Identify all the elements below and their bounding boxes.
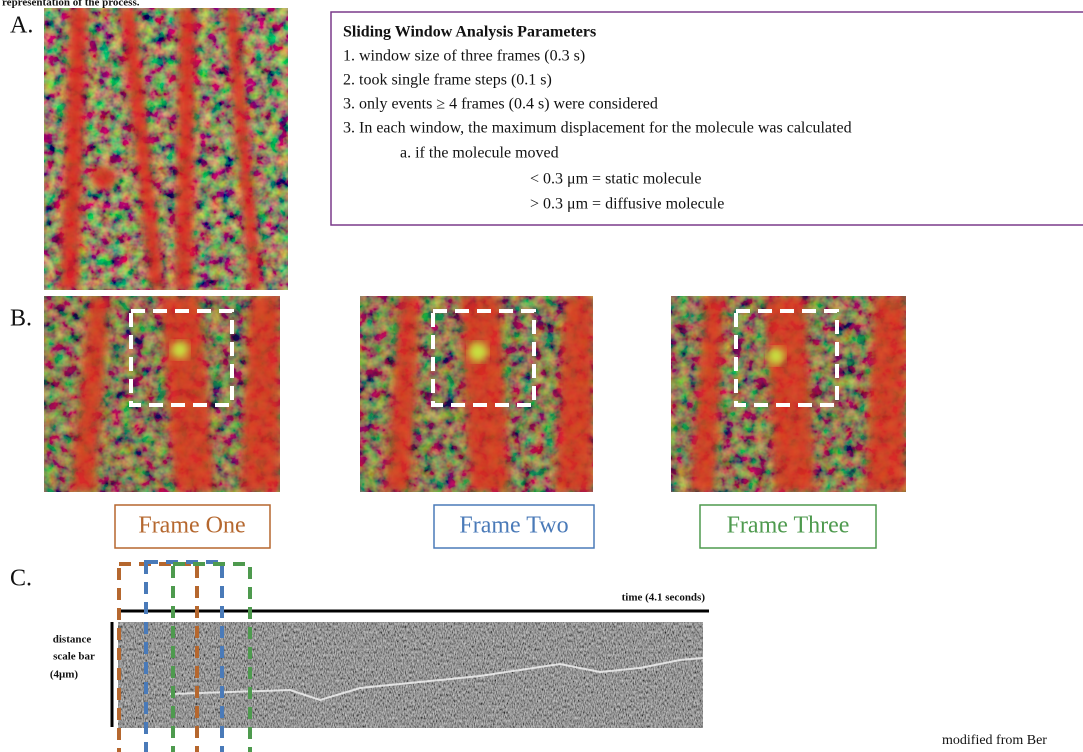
parameter-line: a. if the molecule moved bbox=[400, 145, 559, 162]
micrograph bbox=[44, 8, 288, 290]
frame-image bbox=[44, 296, 280, 492]
figure: representation of the process. A. Slidin… bbox=[0, 0, 1083, 752]
panel-label: A. bbox=[10, 13, 33, 39]
parameter-line: 2. took single frame steps (0.1 s) bbox=[343, 72, 552, 89]
frame-image bbox=[360, 296, 593, 492]
panel-label: C. bbox=[10, 566, 32, 592]
kymograph bbox=[118, 622, 703, 728]
parameter-line: > 0.3 μm = diffusive molecule bbox=[530, 196, 724, 213]
header-fragment: representation of the process. bbox=[2, 0, 140, 9]
credit: modified from Ber bbox=[942, 733, 1047, 748]
frame-label: Frame Three bbox=[727, 513, 850, 539]
page: representation of the process. A. Slidin… bbox=[0, 0, 1083, 752]
parameter-line: 3. In each window, the maximum displacem… bbox=[343, 120, 852, 137]
parameters-box bbox=[331, 12, 1083, 225]
frame-label: Frame Two bbox=[459, 513, 568, 539]
frame-image bbox=[671, 296, 906, 492]
frame-label: Frame One bbox=[138, 513, 245, 539]
parameter-line: 1. window size of three frames (0.3 s) bbox=[343, 48, 585, 65]
parameter-line: 3. only events ≥ 4 frames (0.4 s) were c… bbox=[343, 96, 658, 113]
time-label: time (4.1 seconds) bbox=[622, 592, 706, 604]
distance-label: distance bbox=[53, 634, 92, 646]
distance-label: scale bar bbox=[53, 651, 95, 663]
panel-label: B. bbox=[10, 306, 32, 332]
parameters-title: Sliding Window Analysis Parameters bbox=[343, 24, 596, 41]
parameter-line: < 0.3 μm = static molecule bbox=[530, 171, 701, 188]
distance-label: (4μm) bbox=[50, 669, 79, 681]
